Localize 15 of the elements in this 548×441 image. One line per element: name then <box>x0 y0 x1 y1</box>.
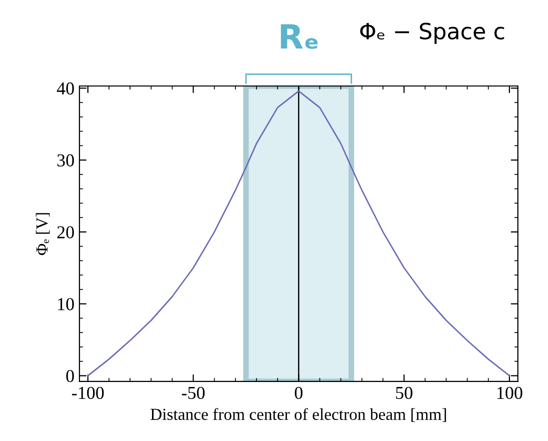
line-series <box>87 90 510 376</box>
y-tick-label: 10 <box>58 298 74 310</box>
y-axis-title: Φₑ [V] <box>36 213 50 256</box>
y-tick-label: 20 <box>57 226 74 238</box>
y-tick-label: 30 <box>57 154 74 166</box>
x-tick-label: 0 <box>294 386 302 400</box>
y-tick-label: 40 <box>56 82 74 95</box>
y-tick-label: 0 <box>66 370 74 382</box>
x-axis-title: Distance from center of electron beam [mm] <box>150 408 446 422</box>
x-tick-label: -100 <box>72 386 104 400</box>
x-tick-label: 50 <box>396 386 412 400</box>
x-tick-label: -50 <box>182 386 205 400</box>
x-tick-label: 100 <box>497 386 522 400</box>
band-label: Rₑ <box>280 24 318 49</box>
chart-title: Φₑ − Space c <box>360 22 504 44</box>
